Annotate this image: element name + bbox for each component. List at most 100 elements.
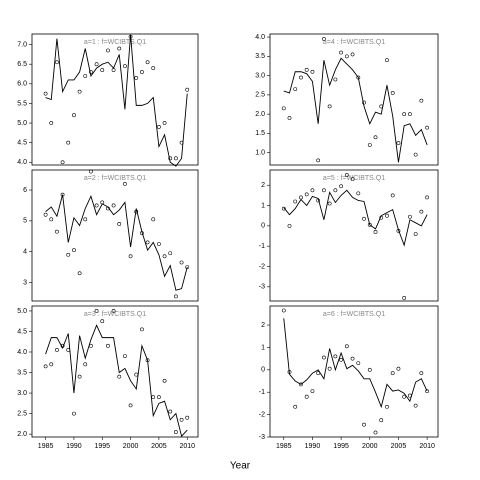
data-point <box>327 201 332 206</box>
fit-line <box>45 194 188 291</box>
y-tick-label: 2 <box>261 322 265 329</box>
y-tick-label: 5 <box>23 218 27 225</box>
data-point <box>111 203 116 208</box>
data-point <box>281 308 286 313</box>
data-point <box>94 203 99 208</box>
y-tick-label: -1 <box>259 243 265 250</box>
data-point <box>49 121 54 125</box>
data-point <box>66 252 71 257</box>
data-point <box>293 87 298 91</box>
data-point <box>310 188 315 193</box>
data-point <box>385 404 389 409</box>
data-point <box>140 327 144 332</box>
data-point <box>72 113 76 118</box>
data-point <box>367 222 372 227</box>
y-tick-label: 2.5 <box>255 92 265 99</box>
y-tick-label: 6.5 <box>17 61 27 68</box>
panel-frame <box>31 169 199 302</box>
data-point <box>100 68 105 72</box>
y-tick-label: 1 <box>261 202 265 209</box>
data-point <box>316 198 321 203</box>
y-tick-label: 2.0 <box>255 111 265 118</box>
data-point <box>100 200 105 205</box>
data-point <box>419 371 424 376</box>
data-point <box>162 378 167 383</box>
data-point <box>281 206 286 211</box>
data-point <box>419 209 424 214</box>
data-point <box>94 309 99 313</box>
x-tick-label: 1990 <box>305 443 321 450</box>
data-point <box>316 158 321 163</box>
y-tick-label: 2.0 <box>17 431 27 438</box>
data-point <box>145 60 150 65</box>
data-point <box>408 112 412 117</box>
data-point <box>123 181 127 186</box>
data-point <box>321 355 326 360</box>
data-point <box>390 371 395 376</box>
y-tick-label: 2.5 <box>17 410 27 417</box>
data-point <box>77 271 82 276</box>
data-point <box>140 70 144 74</box>
data-point <box>43 364 48 369</box>
data-point <box>89 70 93 74</box>
fit-line <box>45 34 188 167</box>
data-point <box>379 215 384 220</box>
data-point <box>157 242 161 246</box>
data-point <box>106 343 110 348</box>
panel-frame <box>31 305 199 438</box>
y-tick-label: 0 <box>261 223 265 230</box>
data-point <box>117 46 122 51</box>
fit-line <box>45 324 188 438</box>
y-tick-label: 1 <box>261 344 265 351</box>
data-point <box>390 193 395 198</box>
x-tick-label: 2000 <box>362 443 378 450</box>
data-point <box>179 140 184 145</box>
data-point <box>134 372 139 377</box>
y-tick-label: 3.0 <box>17 390 27 397</box>
y-tick-label: 2 <box>261 182 265 189</box>
fit-line <box>283 318 428 409</box>
y-tick-label: 3 <box>23 279 27 286</box>
y-tick-label: 5.0 <box>17 120 27 127</box>
data-point <box>145 240 150 245</box>
y-tick-label: -3 <box>259 434 265 441</box>
data-point <box>151 395 156 400</box>
data-point <box>299 382 303 387</box>
y-tick-label: 5.5 <box>17 100 27 107</box>
data-point <box>145 358 150 363</box>
data-point <box>425 125 430 130</box>
y-tick-label: 4.5 <box>17 328 27 335</box>
data-point <box>402 112 407 117</box>
y-tick-label: 3.5 <box>255 53 265 60</box>
data-point <box>117 374 122 379</box>
data-point <box>151 66 156 71</box>
data-point <box>174 294 178 299</box>
data-point <box>117 222 122 226</box>
x-tick-label: 2005 <box>391 443 407 450</box>
x-tick-label: 2010 <box>419 443 435 450</box>
data-point <box>310 389 315 393</box>
y-tick-label: 3.0 <box>255 72 265 79</box>
data-point <box>333 188 338 193</box>
data-point <box>339 50 343 55</box>
data-point <box>350 356 355 361</box>
y-tick-label: 4 <box>23 249 27 256</box>
data-point <box>339 357 343 362</box>
data-point <box>162 254 167 259</box>
data-point <box>396 366 401 371</box>
data-point <box>413 232 418 236</box>
data-point <box>362 100 366 105</box>
data-point <box>60 160 65 165</box>
y-tick-label: 4.0 <box>17 349 27 356</box>
data-point <box>123 354 127 359</box>
y-tick-label: 4.0 <box>17 159 27 166</box>
y-tick-label: 1.0 <box>255 150 265 157</box>
data-point <box>344 54 349 59</box>
data-point <box>373 430 378 435</box>
data-point <box>106 48 110 53</box>
data-point <box>185 87 190 92</box>
panel-title: a=2 : f=WCIBTS.Q1 <box>84 175 146 182</box>
y-tick-label: 1.5 <box>255 130 265 137</box>
data-point <box>293 404 298 409</box>
